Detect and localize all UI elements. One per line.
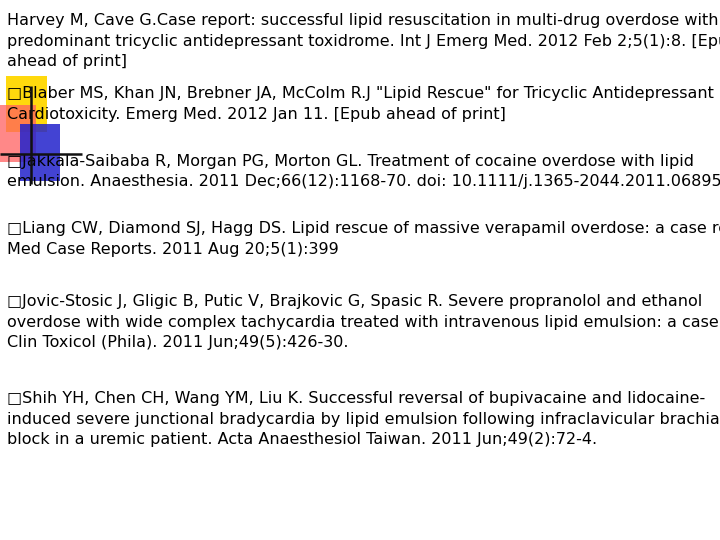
Text: □Liang CW, Diamond SJ, Hagg DS. Lipid rescue of massive verapamil overdose: a ca: □Liang CW, Diamond SJ, Hagg DS. Lipid re…: [7, 221, 720, 257]
Bar: [0, 105, 35, 162]
Bar: [19, 124, 60, 181]
Text: □Jovic-Stosic J, Gligic B, Putic V, Brajkovic G, Spasic R. Severe propranolol an: □Jovic-Stosic J, Gligic B, Putic V, Braj…: [7, 294, 720, 350]
Text: □Jakkala-Saibaba R, Morgan PG, Morton GL. Treatment of cocaine overdose with lip: □Jakkala-Saibaba R, Morgan PG, Morton GL…: [7, 154, 720, 190]
Text: Harvey M, Cave G.Case report: successful lipid resuscitation in multi-drug overd: Harvey M, Cave G.Case report: successful…: [7, 14, 720, 69]
Text: □Blaber MS, Khan JN, Brebner JA, McColm R.J "Lipid Rescue" for Tricyclic Antidep: □Blaber MS, Khan JN, Brebner JA, McColm …: [7, 86, 714, 122]
Bar: [6, 76, 47, 132]
Text: □Shih YH, Chen CH, Wang YM, Liu K. Successful reversal of bupivacaine and lidoca: □Shih YH, Chen CH, Wang YM, Liu K. Succe…: [7, 392, 720, 447]
